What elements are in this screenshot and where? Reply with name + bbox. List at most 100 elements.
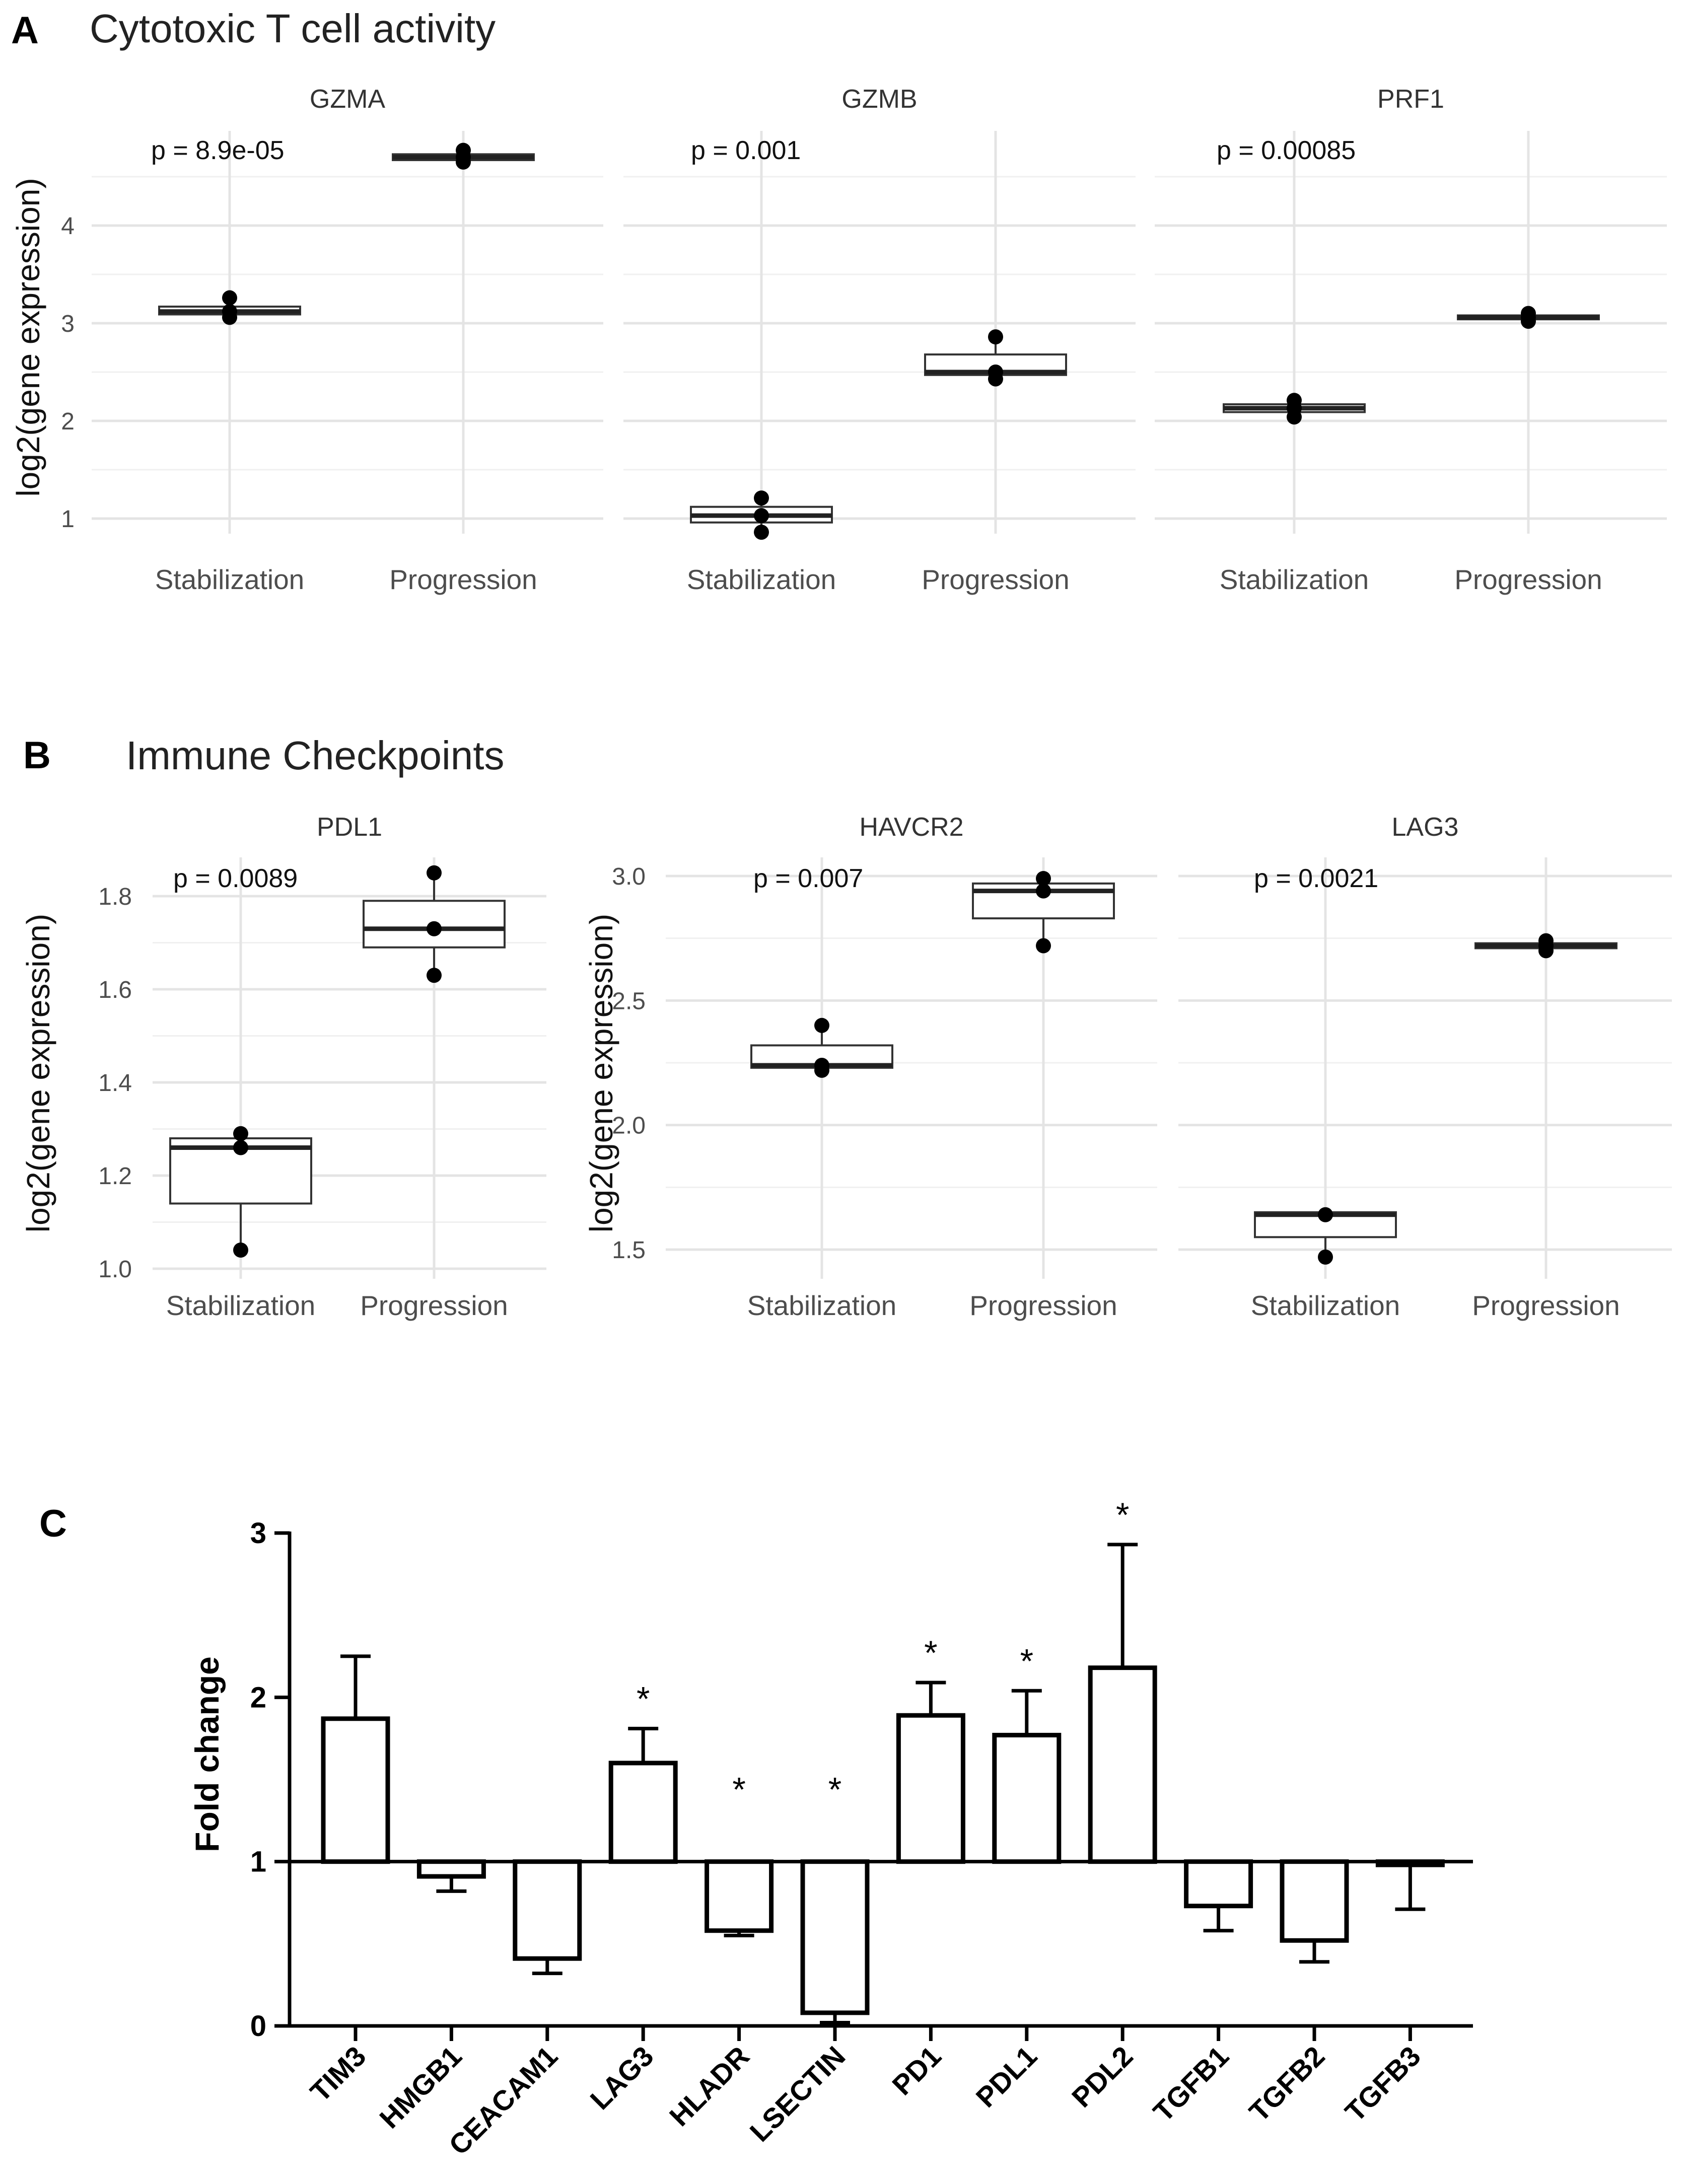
- bar-tim3: [321, 1716, 390, 1864]
- box-stabilization: [169, 1126, 312, 1258]
- x-category-label: TGFB1: [1147, 2040, 1235, 2128]
- data-point: [233, 1126, 248, 1141]
- box-stabilization: [750, 1017, 893, 1078]
- y-tick-label: 1.6: [98, 977, 132, 1003]
- box-progression: [1474, 933, 1617, 959]
- box-stabilization: [1254, 1207, 1397, 1265]
- significance-marker: *: [924, 1634, 937, 1672]
- box-facets: 1 2 3 4 GZMA p = 8.9e-05 log2(gene expression)…: [10, 85, 1672, 1321]
- panel-a-title: Cytotoxic T cell activity: [90, 6, 496, 51]
- data-point: [1318, 1249, 1333, 1265]
- data-point: [427, 968, 442, 983]
- y-tick-label: 3: [250, 1517, 266, 1550]
- facet-title: LAG3: [1392, 813, 1459, 842]
- x-category-label: TIM3: [304, 2040, 372, 2108]
- data-point: [222, 304, 237, 319]
- box-progression: [924, 329, 1067, 387]
- x-category-label: Stabilization: [1220, 564, 1369, 595]
- significance-marker: *: [637, 1680, 650, 1718]
- y-tick-label: 1.8: [98, 884, 132, 910]
- y-tick-label: 1: [250, 1846, 266, 1878]
- y-tick-label: 2.0: [612, 1113, 646, 1139]
- bar-pd1: [896, 1713, 965, 1864]
- x-category-label: LSECTIN: [744, 2040, 852, 2148]
- facet-title: HAVCR2: [859, 813, 963, 842]
- x-category-label: Progression: [360, 1290, 508, 1321]
- y-tick-label: 1: [61, 506, 75, 533]
- data-point: [814, 1057, 829, 1073]
- x-category-label: Stabilization: [1251, 1290, 1400, 1321]
- y-tick-label: 3: [61, 311, 75, 337]
- bar-lsectin: [800, 1859, 870, 2015]
- p-value-label: p = 0.00085: [1217, 136, 1356, 165]
- data-point: [988, 365, 1003, 380]
- y-tick-label: 1.5: [612, 1237, 646, 1264]
- panel-b-title: Immune Checkpoints: [126, 733, 504, 778]
- x-category-label: Stabilization: [166, 1290, 316, 1321]
- facet-b-havcr2: 1.5 2.0 2.5 3.0 HAVCR2 p = 0.007 log2(gene exp…: [583, 813, 1157, 1321]
- y-axis-label: log2(gene expression): [583, 914, 619, 1232]
- bar-tgfb1: [1184, 1859, 1253, 1909]
- data-point: [427, 865, 442, 881]
- data-point: [427, 921, 442, 936]
- x-category-label: Progression: [922, 564, 1069, 595]
- significance-marker: *: [828, 1771, 841, 1809]
- data-point: [988, 329, 1003, 345]
- y-tick-label: 2: [61, 408, 75, 435]
- facet-title: GZMB: [841, 85, 917, 114]
- y-tick-label: 1.0: [98, 1256, 132, 1283]
- p-value-label: p = 0.0089: [173, 864, 298, 893]
- significance-marker: *: [1020, 1642, 1033, 1680]
- x-category-label: Progression: [1472, 1290, 1620, 1321]
- panel-b-letter: B: [23, 734, 51, 777]
- y-tick-label: 4: [61, 213, 75, 240]
- data-point: [814, 1017, 829, 1033]
- x-category-label: TGFB3: [1339, 2040, 1427, 2128]
- bar-lag3: [608, 1761, 678, 1864]
- significance-marker: *: [732, 1771, 745, 1809]
- box-progression: [1457, 306, 1600, 329]
- x-category-label: Progression: [969, 1290, 1117, 1321]
- bar-pdl2: [1088, 1665, 1157, 1864]
- data-point: [1538, 933, 1554, 949]
- bar-pdl1: [992, 1732, 1062, 1864]
- data-point: [1318, 1207, 1333, 1222]
- bar-hmgb1: [416, 1859, 486, 1879]
- data-point: [233, 1243, 248, 1258]
- y-tick-label: 2.5: [612, 988, 646, 1014]
- panel-c-letter: C: [39, 1502, 67, 1545]
- x-category-label: Stabilization: [747, 1290, 897, 1321]
- data-point: [233, 1140, 248, 1155]
- x-category-label: PD1: [886, 2040, 947, 2101]
- x-category-label: LAG3: [584, 2040, 660, 2116]
- x-category-label: TGFB2: [1243, 2040, 1330, 2128]
- facet-b-lag3: LAG3 p = 0.0021 Stabilization Progression: [1178, 813, 1672, 1321]
- y-tick-label: 0: [250, 2010, 266, 2043]
- box-progression: [392, 142, 535, 170]
- data-point: [1036, 938, 1051, 954]
- box-stabilization: [690, 490, 833, 540]
- x-category-label: PDL1: [970, 2040, 1043, 2114]
- x-category-label: Progression: [389, 564, 537, 595]
- facet-a-prf1: PRF1 p = 0.00085 Stabilization Progression: [1155, 85, 1667, 595]
- bar-tgfb2: [1280, 1859, 1349, 1943]
- facet-a-gzmb: GZMB p = 0.001 Stabilization Progression: [623, 85, 1136, 595]
- facet-a-gzma: 1 2 3 4 GZMA p = 8.9e-05 log2(gene expression)…: [10, 85, 603, 595]
- x-category-label: Stabilization: [155, 564, 305, 595]
- bar-tgfb3: [1375, 1859, 1445, 1867]
- facet-title: PRF1: [1377, 85, 1444, 114]
- box-progression: [972, 870, 1115, 954]
- box-stabilization: [158, 290, 301, 325]
- y-tick-label: 2: [250, 1681, 266, 1714]
- y-axis-label: Fold change: [188, 1656, 226, 1852]
- box-stabilization: [1223, 393, 1366, 425]
- x-category-label: Progression: [1454, 564, 1602, 595]
- y-axis-label: log2(gene expression): [20, 914, 56, 1232]
- facet-title: PDL1: [317, 813, 382, 842]
- bar-ceacam1: [513, 1859, 582, 1961]
- p-value-label: p = 0.007: [753, 864, 863, 893]
- data-point: [1521, 306, 1536, 321]
- data-point: [456, 142, 471, 158]
- facet-title: GZMA: [310, 85, 386, 114]
